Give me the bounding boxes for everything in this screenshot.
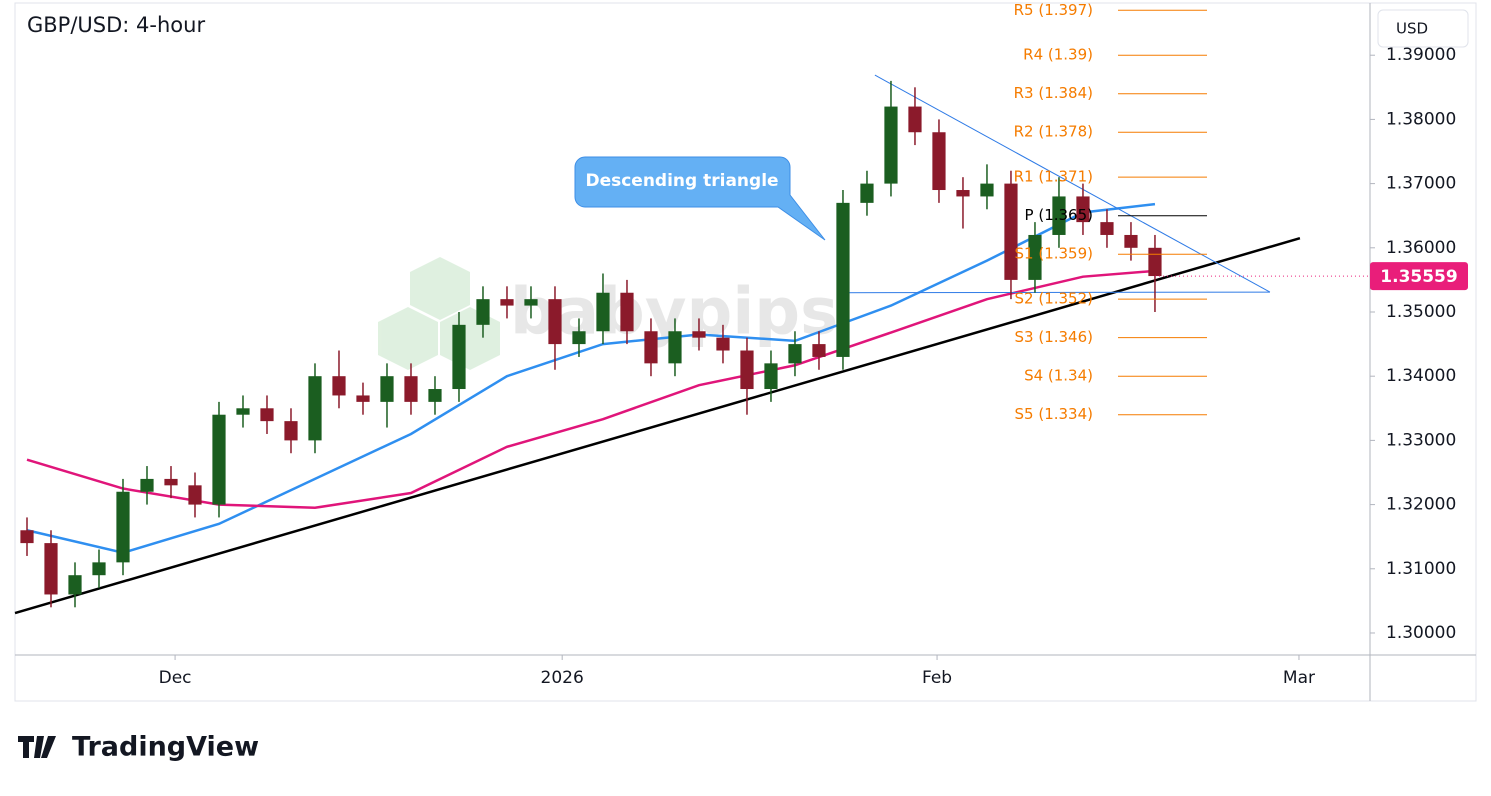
moving-average-line [26, 202, 1156, 555]
candle-body [716, 337, 730, 351]
x-tick-label: Dec [159, 668, 192, 688]
y-tick-label: 1.35000 [1386, 302, 1456, 322]
candle-body [308, 376, 322, 441]
candle-body [836, 202, 850, 357]
candle-body [1076, 196, 1090, 223]
y-tick-label: 1.39000 [1386, 45, 1456, 65]
callout-text: Descending triangle [585, 171, 778, 191]
pivot-label: R4 (1.39) [1023, 46, 1093, 64]
trend-line [837, 291, 1270, 294]
y-tick-label: 1.31000 [1386, 559, 1456, 579]
candle-body [980, 183, 994, 197]
x-tick-label: Mar [1283, 668, 1315, 688]
candle-body [332, 376, 346, 396]
candle-body [500, 299, 514, 306]
candle-body [260, 408, 274, 422]
last-price-label: 1.35559 [1380, 267, 1457, 287]
candle-body [356, 395, 370, 402]
pivot-label: S2 (1.352) [1015, 290, 1093, 308]
watermark-cube [378, 307, 438, 370]
candle-body [68, 575, 82, 595]
y-tick-label: 1.32000 [1386, 495, 1456, 515]
candle-body [428, 389, 442, 402]
y-tick-label: 1.34000 [1386, 366, 1456, 386]
candle-body [860, 183, 874, 203]
y-tick-label: 1.30000 [1386, 623, 1456, 643]
watermark-cube [410, 257, 470, 320]
candle-body [1028, 234, 1042, 280]
currency-label: USD [1396, 20, 1428, 38]
y-tick-label: 1.37000 [1386, 174, 1456, 194]
candle-body [188, 485, 202, 505]
pivot-label: S1 (1.359) [1015, 245, 1093, 263]
candle-body [740, 350, 754, 390]
candle-body [20, 530, 34, 544]
candle-body [452, 324, 466, 390]
candle-body [932, 132, 946, 191]
candle-body [164, 478, 178, 486]
candle-body [284, 421, 298, 441]
brand-logo: TradingView [18, 732, 259, 763]
brand-icon [18, 736, 56, 758]
currency-box[interactable] [1377, 9, 1469, 48]
x-tick-label: 2026 [541, 668, 584, 688]
callout-bubble [574, 156, 826, 241]
candle-body [44, 543, 58, 595]
candle-body [404, 376, 418, 402]
candle-body [236, 408, 250, 415]
pivot-label: P (1.365) [1025, 206, 1093, 224]
candle-body [1052, 196, 1066, 235]
pivot-label: S3 (1.346) [1015, 328, 1093, 346]
candle-body [668, 331, 682, 364]
trend-line [874, 74, 1271, 293]
pivot-label: R3 (1.384) [1014, 84, 1093, 102]
candle-body [1124, 234, 1138, 248]
y-tick-label: 1.33000 [1386, 430, 1456, 450]
candle-body [788, 344, 802, 364]
candle-body [884, 106, 898, 184]
candle-body [596, 292, 610, 332]
pivot-label: R1 (1.371) [1014, 168, 1093, 186]
candle-body [572, 331, 586, 345]
callout: Descending triangle [574, 156, 826, 241]
pivot-label: S4 (1.34) [1024, 367, 1093, 385]
candle-body [92, 562, 106, 576]
pivot-label: S5 (1.334) [1015, 405, 1093, 423]
x-tick-label: Feb [922, 668, 952, 688]
candle-body [1100, 222, 1114, 235]
candle-body [1004, 183, 1018, 280]
candle-body [812, 344, 826, 357]
candle-body [116, 491, 130, 563]
candle-body [908, 106, 922, 133]
candle-body [140, 478, 154, 492]
candle-body [644, 331, 658, 364]
brand-name: TradingView [72, 732, 259, 763]
trend-line [14, 236, 1301, 615]
candle-body [956, 190, 970, 197]
candle-body [764, 363, 778, 390]
last-price-tag [1370, 262, 1468, 291]
pivot-label: R2 (1.378) [1014, 123, 1093, 141]
candle-body [620, 292, 634, 332]
chart-title: GBP/USD: 4-hour [27, 13, 205, 37]
pivot-label: R5 (1.397) [1014, 1, 1093, 19]
candle-body [692, 331, 706, 338]
candle-body [476, 299, 490, 325]
candle-body [548, 299, 562, 345]
y-tick-label: 1.38000 [1386, 109, 1456, 129]
y-tick-label: 1.36000 [1386, 238, 1456, 258]
candle-body [524, 299, 538, 306]
plot-area: R5 (1.397) R4 (1.39) R3 (1.384) R2 (1.378) R… [14, 1, 1301, 615]
candle-body [380, 376, 394, 402]
candle-body [1148, 247, 1162, 277]
candle-body [212, 414, 226, 505]
